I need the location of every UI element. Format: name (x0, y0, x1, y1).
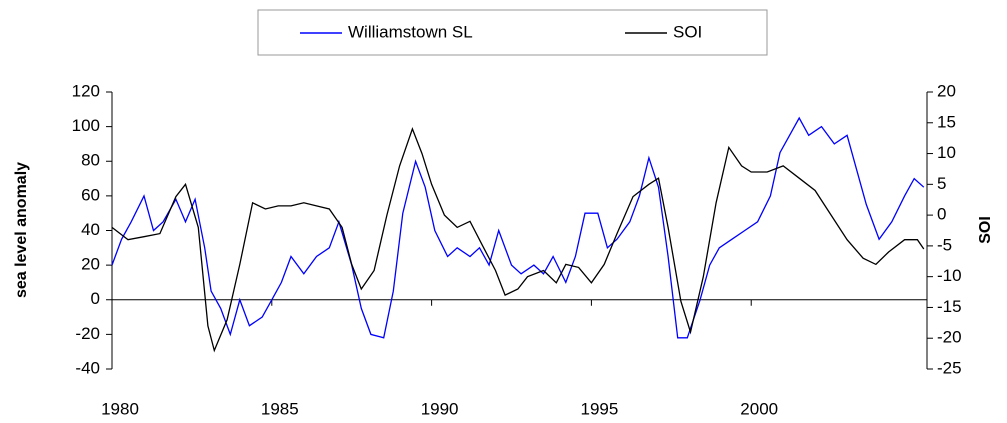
y-tick-label: 60 (81, 185, 100, 204)
x-tick-label: 1980 (101, 399, 139, 418)
x-tick-label: 2000 (740, 399, 778, 418)
y2-axis-title: SOI (977, 216, 994, 244)
y-axis-title: sea level anomaly (13, 162, 30, 298)
y-tick-label: 80 (81, 151, 100, 170)
y-tick-label: -20 (75, 324, 100, 343)
x-tick-label: 1990 (421, 399, 459, 418)
y2-tick-label: -25 (937, 358, 962, 377)
series-line (111, 116, 925, 339)
y2-tick-label: -15 (937, 297, 962, 316)
y-tick-label: 0 (91, 289, 100, 308)
legend-label: SOI (673, 22, 702, 41)
y2-tick-label: -10 (937, 266, 962, 285)
y2-tick-label: 20 (937, 81, 956, 100)
y-tick-label: 20 (81, 255, 100, 274)
x-tick-label: 1985 (261, 399, 299, 418)
y2-tick-label: -20 (937, 328, 962, 347)
y-tick-label: -40 (75, 358, 100, 377)
x-tick-label: 1995 (580, 399, 618, 418)
y2-tick-label: 10 (937, 143, 956, 162)
y-tick-label: 120 (72, 81, 100, 100)
series-line (111, 127, 925, 353)
y2-tick-label: 15 (937, 112, 956, 131)
legend-label: Williamstown SL (348, 22, 473, 41)
y-tick-label: 40 (81, 220, 100, 239)
legend-box (257, 9, 768, 56)
y2-tick-label: -5 (937, 235, 952, 254)
y2-tick-label: 5 (937, 174, 946, 193)
y-tick-label: 100 (72, 116, 100, 135)
y2-tick-label: 0 (937, 205, 946, 224)
